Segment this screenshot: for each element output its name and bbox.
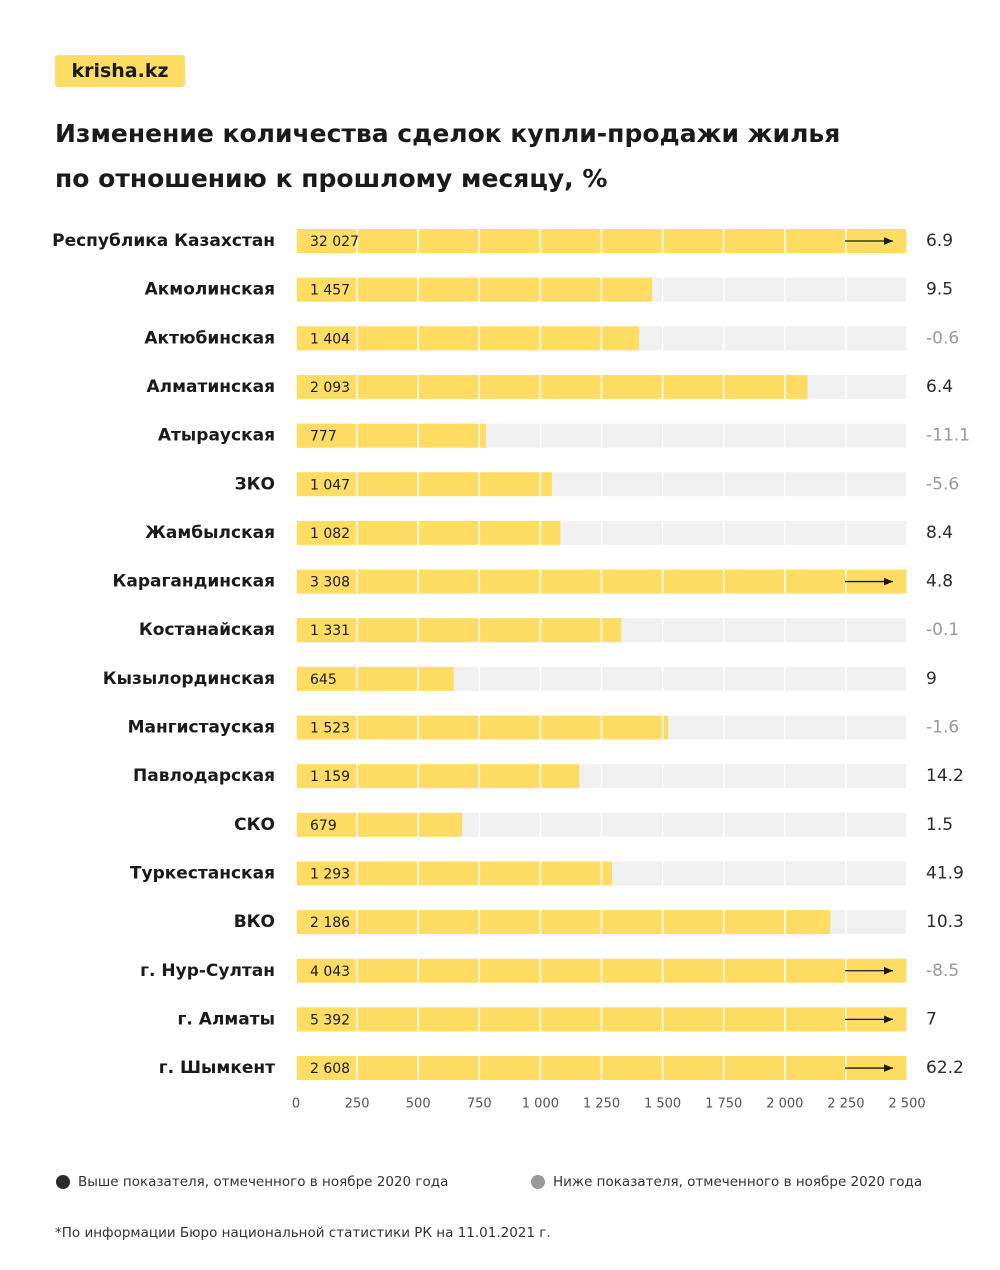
x-tick-label: 750 bbox=[467, 1097, 492, 1112]
change-label: 7 bbox=[926, 1009, 937, 1029]
value-label: 1 331 bbox=[310, 623, 350, 639]
category-label: ВКО bbox=[234, 912, 275, 932]
change-label: 41.9 bbox=[926, 863, 964, 883]
category-label: Павлодарская bbox=[133, 766, 275, 786]
bar bbox=[296, 326, 640, 351]
x-tick-label: 2 500 bbox=[888, 1097, 925, 1112]
bar bbox=[296, 764, 580, 789]
category-label: г. Шымкент bbox=[159, 1058, 275, 1078]
value-label: 1 082 bbox=[310, 526, 350, 542]
value-label: 4 043 bbox=[310, 964, 350, 980]
bar bbox=[296, 958, 907, 983]
category-label: Костанайская bbox=[139, 620, 275, 640]
bar bbox=[296, 423, 486, 448]
change-label: 14.2 bbox=[926, 766, 964, 786]
plot-area bbox=[296, 229, 907, 1081]
value-label: 5 392 bbox=[310, 1012, 350, 1028]
category-label: Кызылординская bbox=[103, 669, 275, 689]
change-label: -1.6 bbox=[926, 718, 959, 738]
x-tick-label: 250 bbox=[345, 1097, 370, 1112]
value-label: 3 308 bbox=[310, 575, 350, 591]
change-label: 6.9 bbox=[926, 231, 953, 251]
change-label: -11.1 bbox=[926, 426, 970, 446]
x-tick-label: 1 250 bbox=[583, 1097, 620, 1112]
change-label: -8.5 bbox=[926, 961, 959, 981]
category-label: Республика Казахстан bbox=[52, 231, 275, 251]
category-label: СКО bbox=[234, 815, 275, 835]
category-label: г. Алматы bbox=[178, 1009, 275, 1029]
x-tick-label: 500 bbox=[406, 1097, 431, 1112]
change-label: 62.2 bbox=[926, 1058, 964, 1078]
change-label: 1.5 bbox=[926, 815, 953, 835]
category-label: Алматинская bbox=[147, 377, 276, 397]
category-label: Жамбылская bbox=[145, 523, 275, 543]
legend-dot bbox=[56, 1175, 70, 1189]
change-label: 8.4 bbox=[926, 523, 953, 543]
bar bbox=[296, 910, 831, 935]
x-tick-label: 1 500 bbox=[644, 1097, 681, 1112]
x-tick-label: 2 250 bbox=[827, 1097, 864, 1112]
bar bbox=[296, 812, 462, 837]
value-label: 32 027 bbox=[310, 234, 359, 250]
legend-label: Ниже показателя, отмеченного в ноябре 20… bbox=[553, 1174, 922, 1190]
bar bbox=[296, 1007, 907, 1032]
category-label: Мангистауская bbox=[128, 718, 275, 738]
change-label: 9 bbox=[926, 669, 937, 689]
value-label: 777 bbox=[310, 429, 337, 445]
value-label: 1 047 bbox=[310, 477, 350, 493]
category-label: Карагандинская bbox=[113, 572, 276, 592]
bar bbox=[296, 1056, 907, 1081]
value-label: 1 457 bbox=[310, 283, 350, 299]
category-label: Актюбинская bbox=[144, 328, 275, 348]
change-label: 9.5 bbox=[926, 280, 953, 300]
change-label: 10.3 bbox=[926, 912, 964, 932]
bar bbox=[296, 715, 669, 740]
x-tick-label: 1 000 bbox=[522, 1097, 559, 1112]
brand-badge bbox=[55, 55, 185, 87]
chart-title: Изменение количества сделок купли-продаж… bbox=[55, 119, 840, 148]
footnote: *По информации Бюро национальной статист… bbox=[55, 1225, 551, 1241]
bar bbox=[296, 229, 907, 253]
x-tick-label: 1 750 bbox=[705, 1097, 742, 1112]
category-label: Туркестанская bbox=[130, 863, 275, 883]
change-label: -5.6 bbox=[926, 474, 959, 494]
value-label: 1 293 bbox=[310, 866, 350, 882]
bar bbox=[296, 618, 622, 643]
value-label: 2 093 bbox=[310, 380, 350, 396]
category-label: Акмолинская bbox=[145, 280, 275, 300]
value-label: 1 159 bbox=[310, 769, 350, 785]
bar bbox=[296, 569, 907, 594]
x-tick-label: 2 000 bbox=[766, 1097, 803, 1112]
value-label: 679 bbox=[310, 818, 337, 834]
category-label: г. Нур-Султан bbox=[140, 961, 275, 981]
bar bbox=[296, 861, 613, 886]
value-label: 2 186 bbox=[310, 915, 350, 931]
category-label: ЗКО bbox=[235, 474, 275, 494]
bar bbox=[296, 666, 454, 691]
brand: krisha.kz bbox=[71, 60, 168, 82]
bar bbox=[296, 374, 808, 399]
value-label: 2 608 bbox=[310, 1061, 350, 1077]
change-label: -0.6 bbox=[926, 328, 959, 348]
bar bbox=[296, 277, 653, 302]
x-tick-label: 0 bbox=[292, 1097, 300, 1112]
value-label: 645 bbox=[310, 672, 337, 688]
change-label: -0.1 bbox=[926, 620, 959, 640]
category-label: Атырауская bbox=[158, 426, 275, 446]
legend-label: Выше показателя, отмеченного в ноябре 20… bbox=[78, 1174, 448, 1190]
bar bbox=[296, 472, 552, 497]
change-label: 4.8 bbox=[926, 572, 953, 592]
value-label: 1 404 bbox=[310, 331, 350, 347]
change-label: 6.4 bbox=[926, 377, 953, 397]
chart-title: по отношению к прошлому месяцу, % bbox=[55, 164, 607, 193]
bar bbox=[296, 520, 561, 545]
legend-dot bbox=[531, 1175, 545, 1189]
value-label: 1 523 bbox=[310, 721, 350, 737]
